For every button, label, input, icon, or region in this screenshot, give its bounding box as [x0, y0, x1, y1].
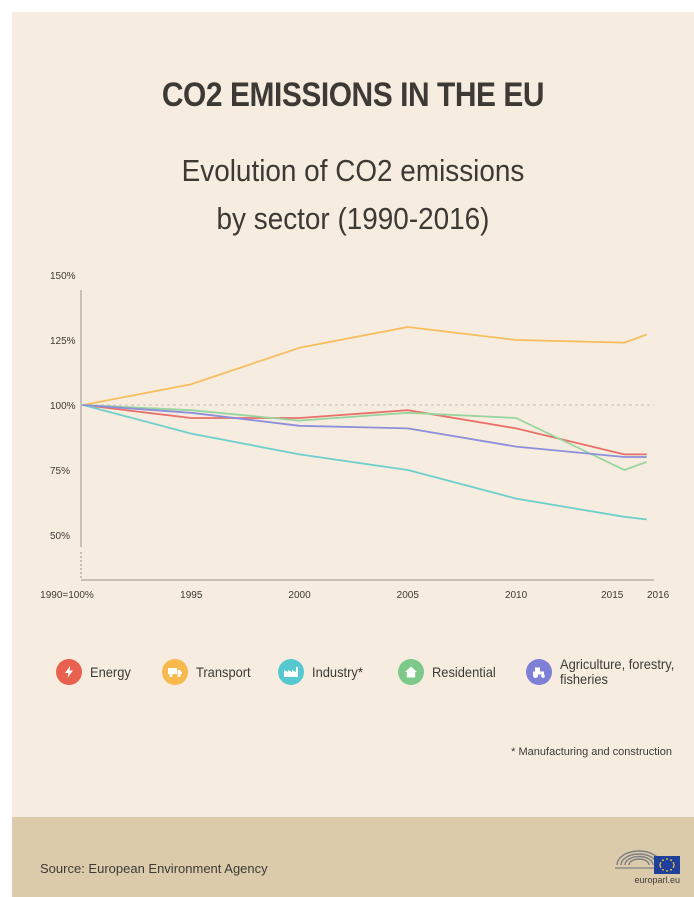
y-tick-label: 150% [50, 271, 76, 282]
legend-swatch-transport [162, 659, 188, 685]
legend-label-transport: Transport [196, 663, 251, 680]
chart-axes [80, 290, 654, 581]
logo-text: europarl.eu [634, 875, 680, 885]
series-line-energy [82, 404, 647, 456]
legend-swatch-energy [56, 659, 82, 685]
legend-label-agriculture-line1: Agriculture, forestry, [560, 656, 675, 672]
house-icon [405, 666, 417, 678]
emissions-line-chart: 150% 125% 100% 75% 50% 1990=100% 1995 2000 2005 2… [40, 271, 670, 601]
european-parliament-logo-icon [615, 850, 680, 874]
series-line-transport [82, 326, 647, 406]
legend-swatch-residential [398, 659, 424, 685]
x-tick-label: 2010 [505, 590, 528, 601]
legend-label-residential: Residential [432, 663, 496, 680]
source-note: Source: European Environment Agency [40, 861, 268, 876]
series-line-agriculture [82, 404, 647, 458]
subtitle-line-2: by sector (1990-2016) [216, 201, 490, 236]
legend-item-industry: Industry* [278, 647, 367, 697]
legend-label-energy: Energy [90, 663, 131, 680]
factory-icon [284, 667, 298, 677]
footer-band: Source: European Environment Agency euro… [12, 817, 694, 897]
x-tick-label: 2005 [397, 590, 420, 601]
x-tick-label: 2016 [647, 590, 670, 601]
footnote: * Manufacturing and construction [511, 746, 672, 758]
legend-item-residential: Residential [398, 647, 501, 697]
y-tick-label: 75% [50, 466, 70, 477]
x-tick-label: 2015 [601, 590, 624, 601]
series-layer [82, 326, 647, 521]
legend-item-energy: Energy [56, 647, 134, 697]
y-tick-label: 125% [50, 336, 76, 347]
tick-labels-layer: 150% 125% 100% 75% 50% 1990=100% 1995 2000 2005 2… [40, 271, 670, 601]
series-line-residential [82, 404, 647, 471]
y-tick-label: 100% [50, 401, 76, 412]
legend-label-agriculture-line2: fisheries [560, 671, 608, 687]
lightning-icon [65, 666, 73, 678]
infographic-card: CO2 EMISSIONS IN THE EU Evolution of CO2… [12, 12, 694, 897]
legend-swatch-agriculture [526, 659, 552, 685]
chart-legend: Energy Transport Industry* [12, 647, 694, 697]
truck-icon [168, 668, 182, 678]
y-tick-label: 50% [50, 531, 70, 542]
legend-swatch-industry [278, 659, 304, 685]
main-title: CO2 EMISSIONS IN THE EU [161, 76, 545, 114]
series-line-industry [82, 404, 647, 521]
legend-item-agriculture: Agriculture, forestry, fisheries [526, 647, 684, 697]
x-tick-label: 2000 [288, 590, 311, 601]
x-tick-label: 1990=100% [40, 590, 94, 601]
subtitle-line-1: Evolution of CO2 emissions [181, 153, 525, 188]
x-tick-label: 1995 [180, 590, 203, 601]
tractor-icon [533, 667, 545, 678]
legend-label-industry: Industry* [312, 663, 363, 680]
legend-label-agriculture: Agriculture, forestry, fisheries [560, 657, 674, 687]
legend-item-transport: Transport [162, 647, 255, 697]
